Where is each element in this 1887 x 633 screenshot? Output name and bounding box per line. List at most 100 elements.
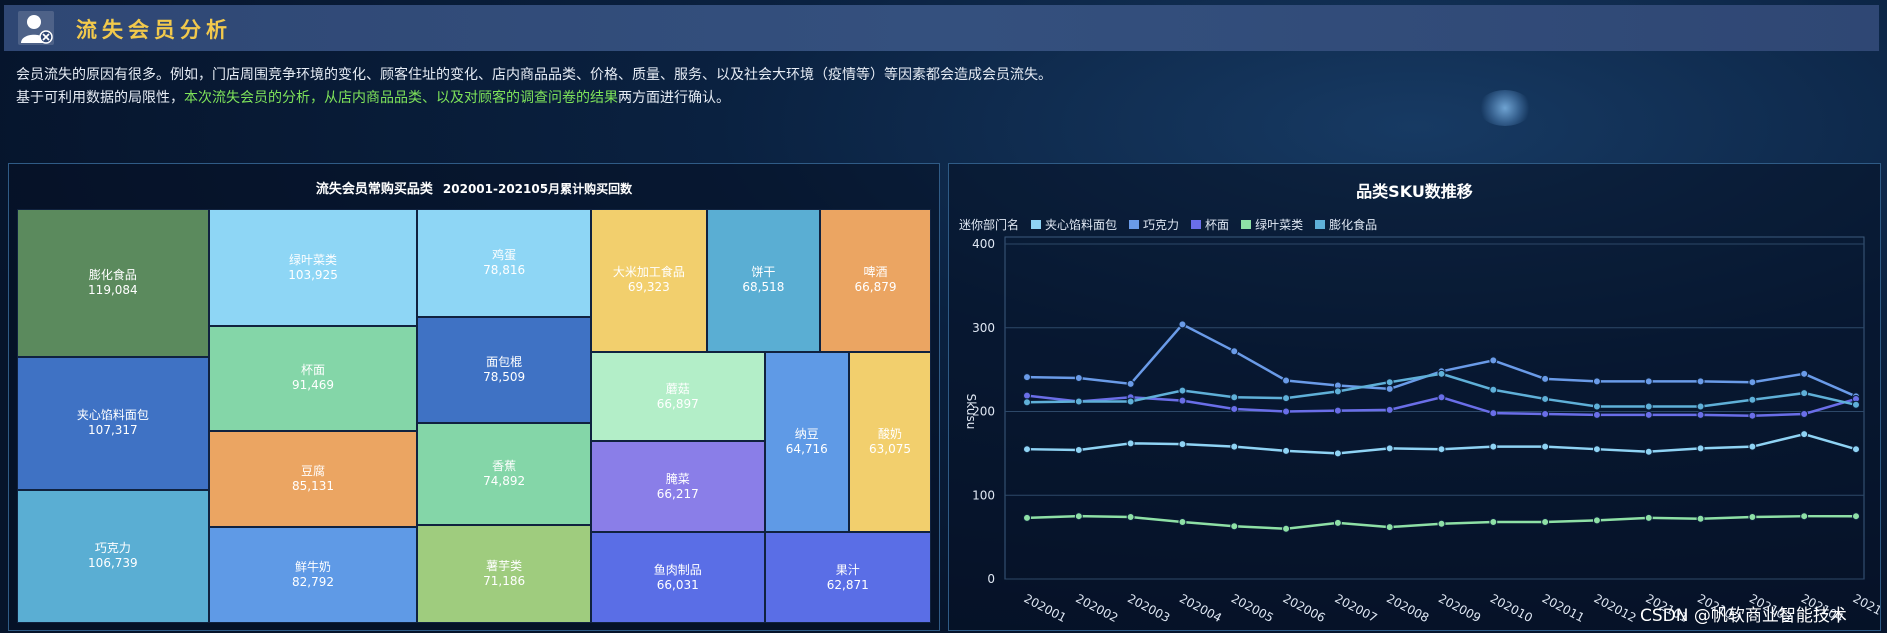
data-point [1489,385,1498,394]
legend-label: 夹心馅料面包 [1045,218,1118,232]
data-point [1541,374,1550,383]
treemap-cell[interactable]: 蘑菇 66,897 [590,351,765,442]
x-tick-label: 202005 [1229,591,1276,625]
data-point [1333,518,1342,527]
data-point [1126,513,1135,522]
treemap-cell[interactable]: 饼干 68,518 [706,209,821,352]
data-point [1696,402,1705,411]
description-prefix: 基于可利用数据的局限性， [16,90,184,106]
data-point [1489,356,1498,365]
treemap-cell[interactable]: 杯面 91,469 [208,326,418,431]
treemap-cell[interactable]: 豆腐 85,131 [208,430,418,528]
user-remove-icon [18,11,54,45]
data-point [1333,406,1342,415]
treemap-cell-value: 91,469 [292,378,335,393]
background-orb [1478,90,1532,126]
series-line [1026,372,1857,408]
data-point [1385,384,1394,393]
treemap-cell-name: 蘑菇 [665,381,690,396]
treemap-cell-value: 69,323 [627,280,670,295]
treemap-cell-value: 71,186 [483,573,526,588]
treemap-cell-value: 66,217 [656,486,699,501]
treemap-cell[interactable]: 夹心馅料面包 107,317 [17,356,209,490]
data-point [1230,522,1239,531]
data-point [1489,409,1498,418]
data-point [1023,513,1031,522]
treemap-cell[interactable]: 大米加工食品 69,323 [590,209,707,352]
legend-item[interactable]: 膨化食品 [1315,216,1377,233]
data-point [1023,373,1031,382]
data-point [1489,442,1498,451]
x-tick-label: 202007 [1332,591,1379,625]
data-point [1644,410,1653,419]
treemap-cell-name: 啤酒 [863,265,888,280]
treemap-cell-value: 66,031 [656,577,699,592]
data-point [1385,405,1394,414]
treemap-cell-name: 香蕉 [492,459,517,474]
treemap-cell[interactable]: 鸡蛋 78,816 [417,209,591,317]
plot-frame [1004,236,1865,580]
page-header: 流失会员分析 [4,5,1879,51]
legend-item[interactable]: 杯面 [1191,216,1229,233]
data-point [1852,445,1860,454]
description: 会员流失的原因有很多。例如，门店周围竞争环境的变化、顾客住址的变化、店内商品品类… [16,64,1052,110]
x-tick-label: 202009 [1436,591,1483,625]
data-point [1852,400,1860,409]
treemap-cell[interactable]: 膨化食品 119,084 [17,209,209,357]
data-point [1748,513,1757,522]
data-point [1074,397,1083,406]
legend-item[interactable]: 巧克力 [1129,216,1179,233]
data-point [1385,378,1394,387]
treemap-cell-name: 鲜牛奶 [295,560,332,575]
data-point [1437,445,1446,454]
treemap-cell[interactable]: 绿叶菜类 103,925 [208,209,418,327]
treemap-cell[interactable]: 啤酒 66,879 [820,209,931,352]
data-point [1748,411,1757,420]
data-point [1489,518,1498,527]
data-point [1178,396,1187,405]
treemap-cell[interactable]: 鲜牛奶 82,792 [208,527,418,623]
treemap-cell-value: 106,739 [88,556,138,571]
data-point [1437,519,1446,528]
line-chart-title: 品类SKU数推移 [1356,182,1473,201]
treemap-cell[interactable]: 薯芋类 71,186 [417,524,591,623]
treemap-cell-name: 鱼肉制品 [653,562,702,577]
legend-item[interactable]: 绿叶菜类 [1241,216,1303,233]
data-point [1126,397,1135,406]
data-point [1696,410,1705,419]
treemap-cell[interactable]: 酸奶 63,075 [849,351,931,533]
treemap-panel: 流失会员常购买品类 202001-202105月累计购买回数 膨化食品 119,08… [8,163,940,631]
y-tick-label: 300 [972,321,995,335]
y-tick-label: 200 [972,405,995,419]
legend-label: 绿叶菜类 [1255,218,1304,232]
treemap-cell[interactable]: 果汁 62,871 [764,532,931,623]
data-point [1230,442,1239,451]
data-point [1282,524,1291,533]
data-point [1592,402,1601,411]
treemap-cell[interactable]: 面包棍 78,509 [417,316,591,424]
data-point [1230,347,1239,356]
data-point [1282,407,1291,416]
legend-label: 杯面 [1205,218,1230,232]
treemap-title: 流失会员常购买品类 202001-202105月累计购买回数 [9,178,939,197]
data-point [1644,447,1653,456]
treemap-cell[interactable]: 腌菜 66,217 [590,441,765,533]
data-point [1282,376,1291,385]
legend-swatch [1191,220,1202,229]
treemap-cell-value: 78,816 [483,262,526,277]
treemap-cell[interactable]: 香蕉 74,892 [417,423,591,525]
data-point [1852,512,1860,521]
treemap-cell[interactable]: 纳豆 64,716 [764,351,849,533]
treemap-subtitle: 202001-202105月累计购买回数 [442,182,633,196]
data-point [1023,445,1031,454]
data-point [1644,402,1653,411]
treemap-cell[interactable]: 鱼肉制品 66,031 [590,532,765,623]
data-point [1541,410,1550,419]
treemap-cell[interactable]: 巧克力 106,739 [17,489,209,623]
legend-swatch [1241,220,1252,229]
legend-item[interactable]: 夹心馅料面包 [1031,216,1117,233]
treemap-cell-name: 绿叶菜类 [289,252,338,267]
data-point [1541,394,1550,403]
x-tick-label: 202004 [1177,591,1224,625]
